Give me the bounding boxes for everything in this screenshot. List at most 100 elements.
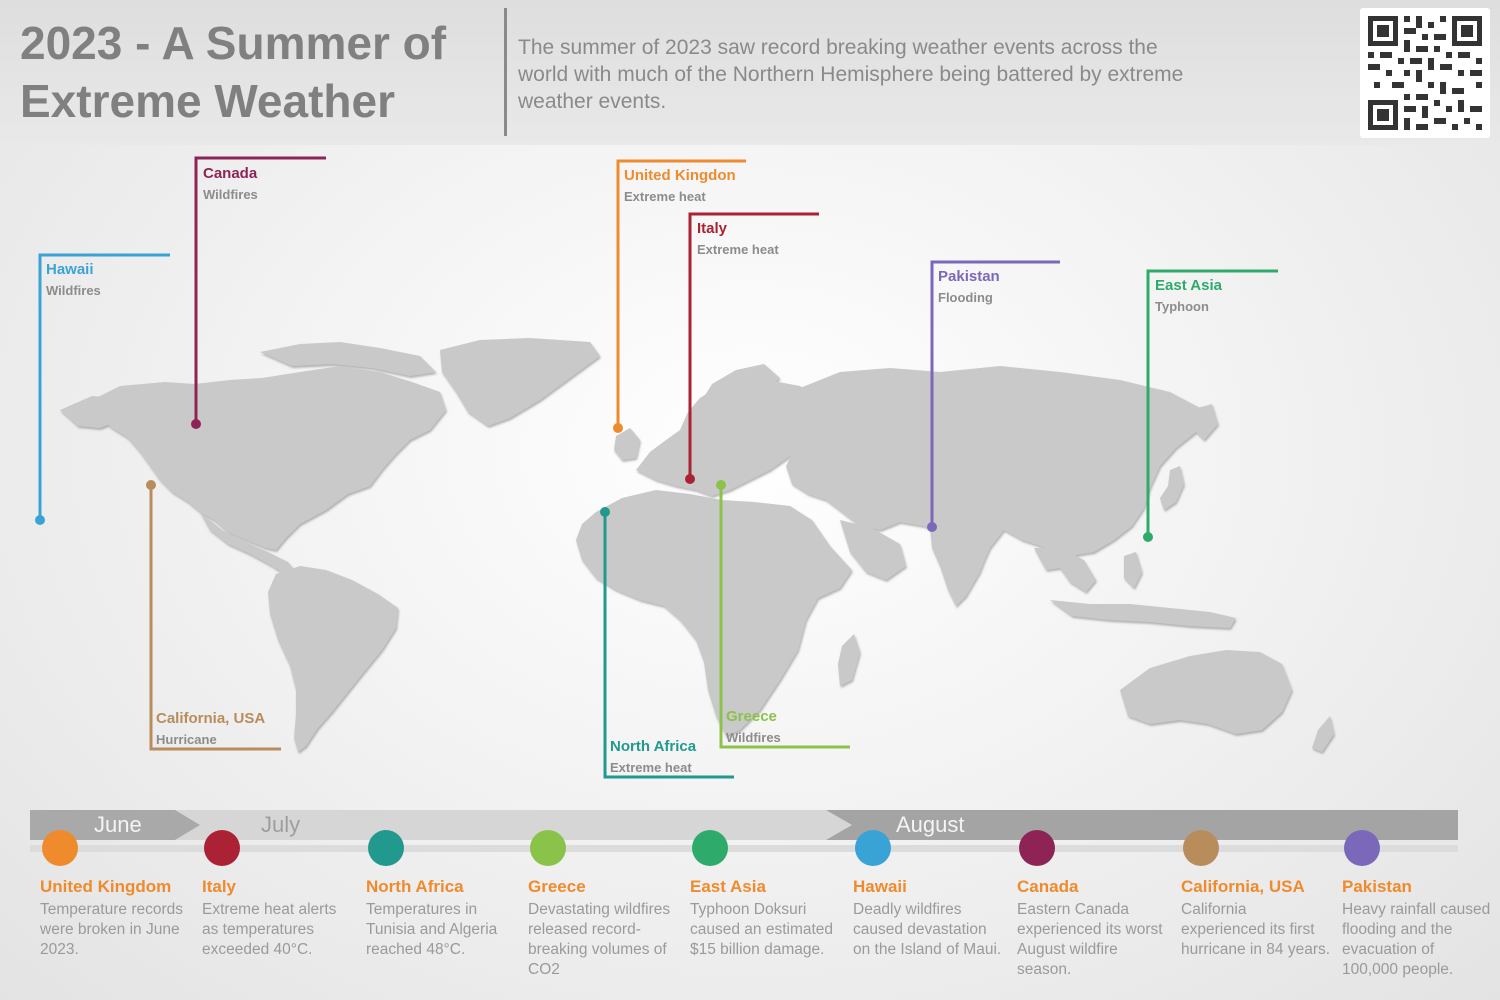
event-title: Canada [1017, 877, 1079, 896]
callout-subtitle: Hurricane [156, 732, 217, 747]
event-marker[interactable] [1183, 830, 1219, 866]
timeline-event: Greece Devastating wildfires released rec… [528, 830, 678, 980]
callout-title: California, USA [156, 710, 265, 727]
event-description: Extreme heat alerts as temperatures exce… [202, 901, 337, 958]
event-marker[interactable] [530, 830, 566, 866]
qr-code-icon[interactable] [1360, 8, 1490, 138]
callout-canada: Canada Wildfires [191, 156, 326, 429]
callout-italy: Italy Extreme heat [685, 212, 819, 484]
greenland-landmass [440, 338, 600, 426]
location-marker[interactable] [146, 480, 156, 490]
india-landmass [930, 528, 990, 606]
timeline-event: North Africa Temperatures in Tunisia and … [366, 830, 516, 960]
event-title: North Africa [366, 877, 464, 896]
event-description: Typhoon Doksuri caused an estimated $15 … [690, 901, 834, 958]
callout-subtitle: Typhoon [1155, 299, 1209, 314]
asia-landmass [786, 366, 1204, 574]
event-marker[interactable] [368, 830, 404, 866]
event-description: Temperatures in Tunisia and Algeria reac… [366, 901, 498, 958]
callout-title: Canada [203, 165, 258, 182]
callout-subtitle: Wildfires [726, 730, 781, 745]
event-marker[interactable] [692, 830, 728, 866]
north-america-landmass [92, 366, 446, 550]
header-band [0, 0, 1500, 145]
event-marker[interactable] [1344, 830, 1380, 866]
location-marker[interactable] [1143, 532, 1153, 542]
callout-leader-line [149, 485, 281, 751]
event-description: Eastern Canada experienced its worst Aug… [1017, 901, 1163, 978]
timeline-event: California, USA California experienced it… [1181, 830, 1331, 960]
callout-subtitle: Extreme heat [624, 189, 706, 204]
japan-landmass [1160, 466, 1184, 510]
timeline-event: Canada Eastern Canada experienced its wor… [1017, 830, 1167, 980]
callout-subtitle: Flooding [938, 290, 993, 305]
event-title: Italy [202, 877, 237, 896]
event-description: California experienced its first hurrica… [1181, 901, 1331, 958]
location-marker[interactable] [685, 474, 695, 484]
scandinavia-landmass [696, 364, 780, 424]
callout-subtitle: Wildfires [46, 283, 101, 298]
continents [60, 338, 1334, 752]
location-marker[interactable] [613, 423, 623, 433]
event-marker[interactable] [855, 830, 891, 866]
callout-title: North Africa [610, 738, 697, 755]
callout-leader-line [1146, 269, 1278, 537]
alaska-landmass [60, 396, 120, 428]
callout-title: Hawaii [46, 261, 94, 278]
event-title: Pakistan [1342, 877, 1412, 896]
world-map: Hawaii Wildfires Canada Wildfires United Kin… [35, 156, 1334, 779]
central-america-landmass [200, 512, 298, 578]
event-marker[interactable] [42, 830, 78, 866]
callout-title: Italy [697, 220, 728, 237]
event-marker[interactable] [204, 830, 240, 866]
page-title: 2023 - A Summer of Extreme Weather [20, 17, 447, 127]
location-marker[interactable] [191, 419, 201, 429]
callout-leader-line [719, 485, 850, 749]
philippines-landmass [1124, 552, 1142, 588]
location-marker[interactable] [927, 522, 937, 532]
event-description: Deadly wildfires caused devastation on t… [853, 901, 1002, 958]
indonesia-landmass [1050, 600, 1236, 628]
callout-subtitle: Wildfires [203, 187, 258, 202]
kamchatka-landmass [1190, 404, 1218, 440]
location-marker[interactable] [35, 515, 45, 525]
callout-leader-line [688, 212, 819, 479]
callout-title: East Asia [1155, 277, 1223, 294]
arabia-landmass [840, 520, 906, 580]
timeline-event: Hawaii Deadly wildfires caused devastatio… [853, 830, 1003, 960]
callout-hawaii: Hawaii Wildfires [35, 253, 170, 525]
callout-northafrica: North Africa Extreme heat [600, 507, 734, 779]
europe-landmass [636, 380, 820, 496]
event-description: Devastating wildfires released record-br… [528, 901, 671, 978]
callout-title: Pakistan [938, 268, 1000, 285]
new-zealand-landmass [1312, 716, 1334, 752]
southeast-asia-landmass [1034, 548, 1096, 592]
event-title: East Asia [690, 877, 766, 896]
australia-landmass [1120, 650, 1292, 734]
month-august: August [896, 812, 965, 837]
callout-greece: Greece Wildfires [716, 480, 850, 749]
callout-leader-line [603, 512, 734, 779]
callout-eastasia: East Asia Typhoon [1143, 269, 1278, 542]
timeline-event: Pakistan Heavy rainfall caused flooding a… [1342, 830, 1492, 980]
callout-title: United Kingdon [624, 167, 736, 184]
month-july: July [261, 812, 301, 837]
location-marker[interactable] [600, 507, 610, 517]
event-title: Hawaii [853, 877, 907, 896]
callout-subtitle: Extreme heat [697, 242, 779, 257]
event-marker[interactable] [1019, 830, 1055, 866]
location-marker[interactable] [716, 480, 726, 490]
callout-leader-line [616, 159, 746, 428]
callout-california: California, USA Hurricane [146, 480, 281, 751]
madagascar-landmass [838, 634, 860, 686]
callout-subtitle: Extreme heat [610, 760, 692, 775]
timeline-event: Italy Extreme heat alerts as temperatures… [202, 830, 352, 960]
british-isles-landmass [614, 428, 640, 460]
callout-title: Greece [726, 708, 777, 725]
timeline-track [30, 845, 1458, 852]
timeline-event: East Asia Typhoon Doksuri caused an estim… [690, 830, 840, 960]
south-america-landmass [268, 566, 398, 752]
callout-leader-line [194, 156, 326, 424]
timeline-event: United Kingdom Temperature records were b… [40, 830, 190, 960]
event-title: California, USA [1181, 877, 1305, 896]
